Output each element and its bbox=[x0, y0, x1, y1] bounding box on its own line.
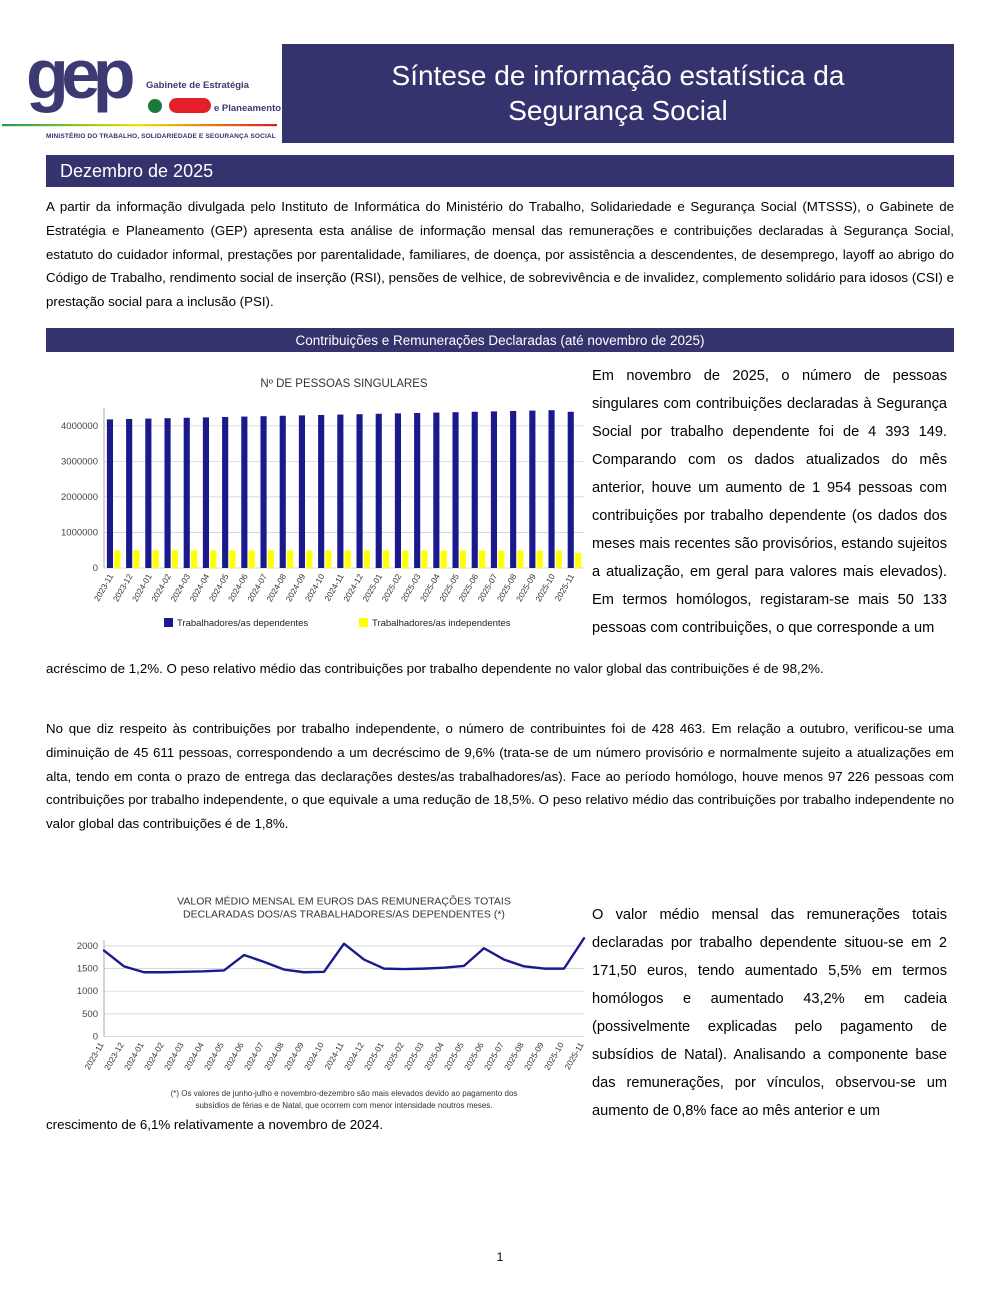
svg-text:3000000: 3000000 bbox=[61, 456, 98, 467]
svg-text:e Planeamento: e Planeamento bbox=[214, 103, 281, 114]
svg-text:1500: 1500 bbox=[77, 964, 98, 975]
svg-text:0: 0 bbox=[93, 563, 98, 574]
svg-text:(*) Os valores de junho-julho: (*) Os valores de junho-julho e novembro… bbox=[171, 1089, 518, 1098]
svg-text:Nº DE PESSOAS SINGULARES: Nº DE PESSOAS SINGULARES bbox=[260, 378, 427, 390]
svg-text:DECLARADAS DOS/AS TRABALHADORE: DECLARADAS DOS/AS TRABALHADORES/AS DEPEN… bbox=[183, 909, 505, 921]
svg-text:4000000: 4000000 bbox=[61, 421, 98, 432]
svg-text:2025-11: 2025-11 bbox=[553, 572, 577, 603]
svg-text:Gabinete de Estratégia: Gabinete de Estratégia bbox=[146, 80, 250, 91]
svg-text:2025-11: 2025-11 bbox=[562, 1040, 586, 1071]
svg-text:gep: gep bbox=[26, 35, 133, 113]
svg-text:2000000: 2000000 bbox=[61, 492, 98, 503]
svg-text:2000: 2000 bbox=[77, 941, 98, 952]
svg-text:500: 500 bbox=[82, 1009, 98, 1020]
svg-text:1000000: 1000000 bbox=[61, 527, 98, 538]
svg-text:Trabalhadores/as independentes: Trabalhadores/as independentes bbox=[372, 618, 511, 629]
svg-text:1000: 1000 bbox=[77, 986, 98, 997]
svg-text:subsídios de férias e de Natal: subsídios de férias e de Natal, que ocor… bbox=[195, 1101, 492, 1110]
svg-text:Trabalhadores/as dependentes: Trabalhadores/as dependentes bbox=[177, 618, 308, 629]
svg-text:VALOR MÉDIO MENSAL EM EUROS DA: VALOR MÉDIO MENSAL EM EUROS DAS REMUNERA… bbox=[177, 895, 511, 908]
